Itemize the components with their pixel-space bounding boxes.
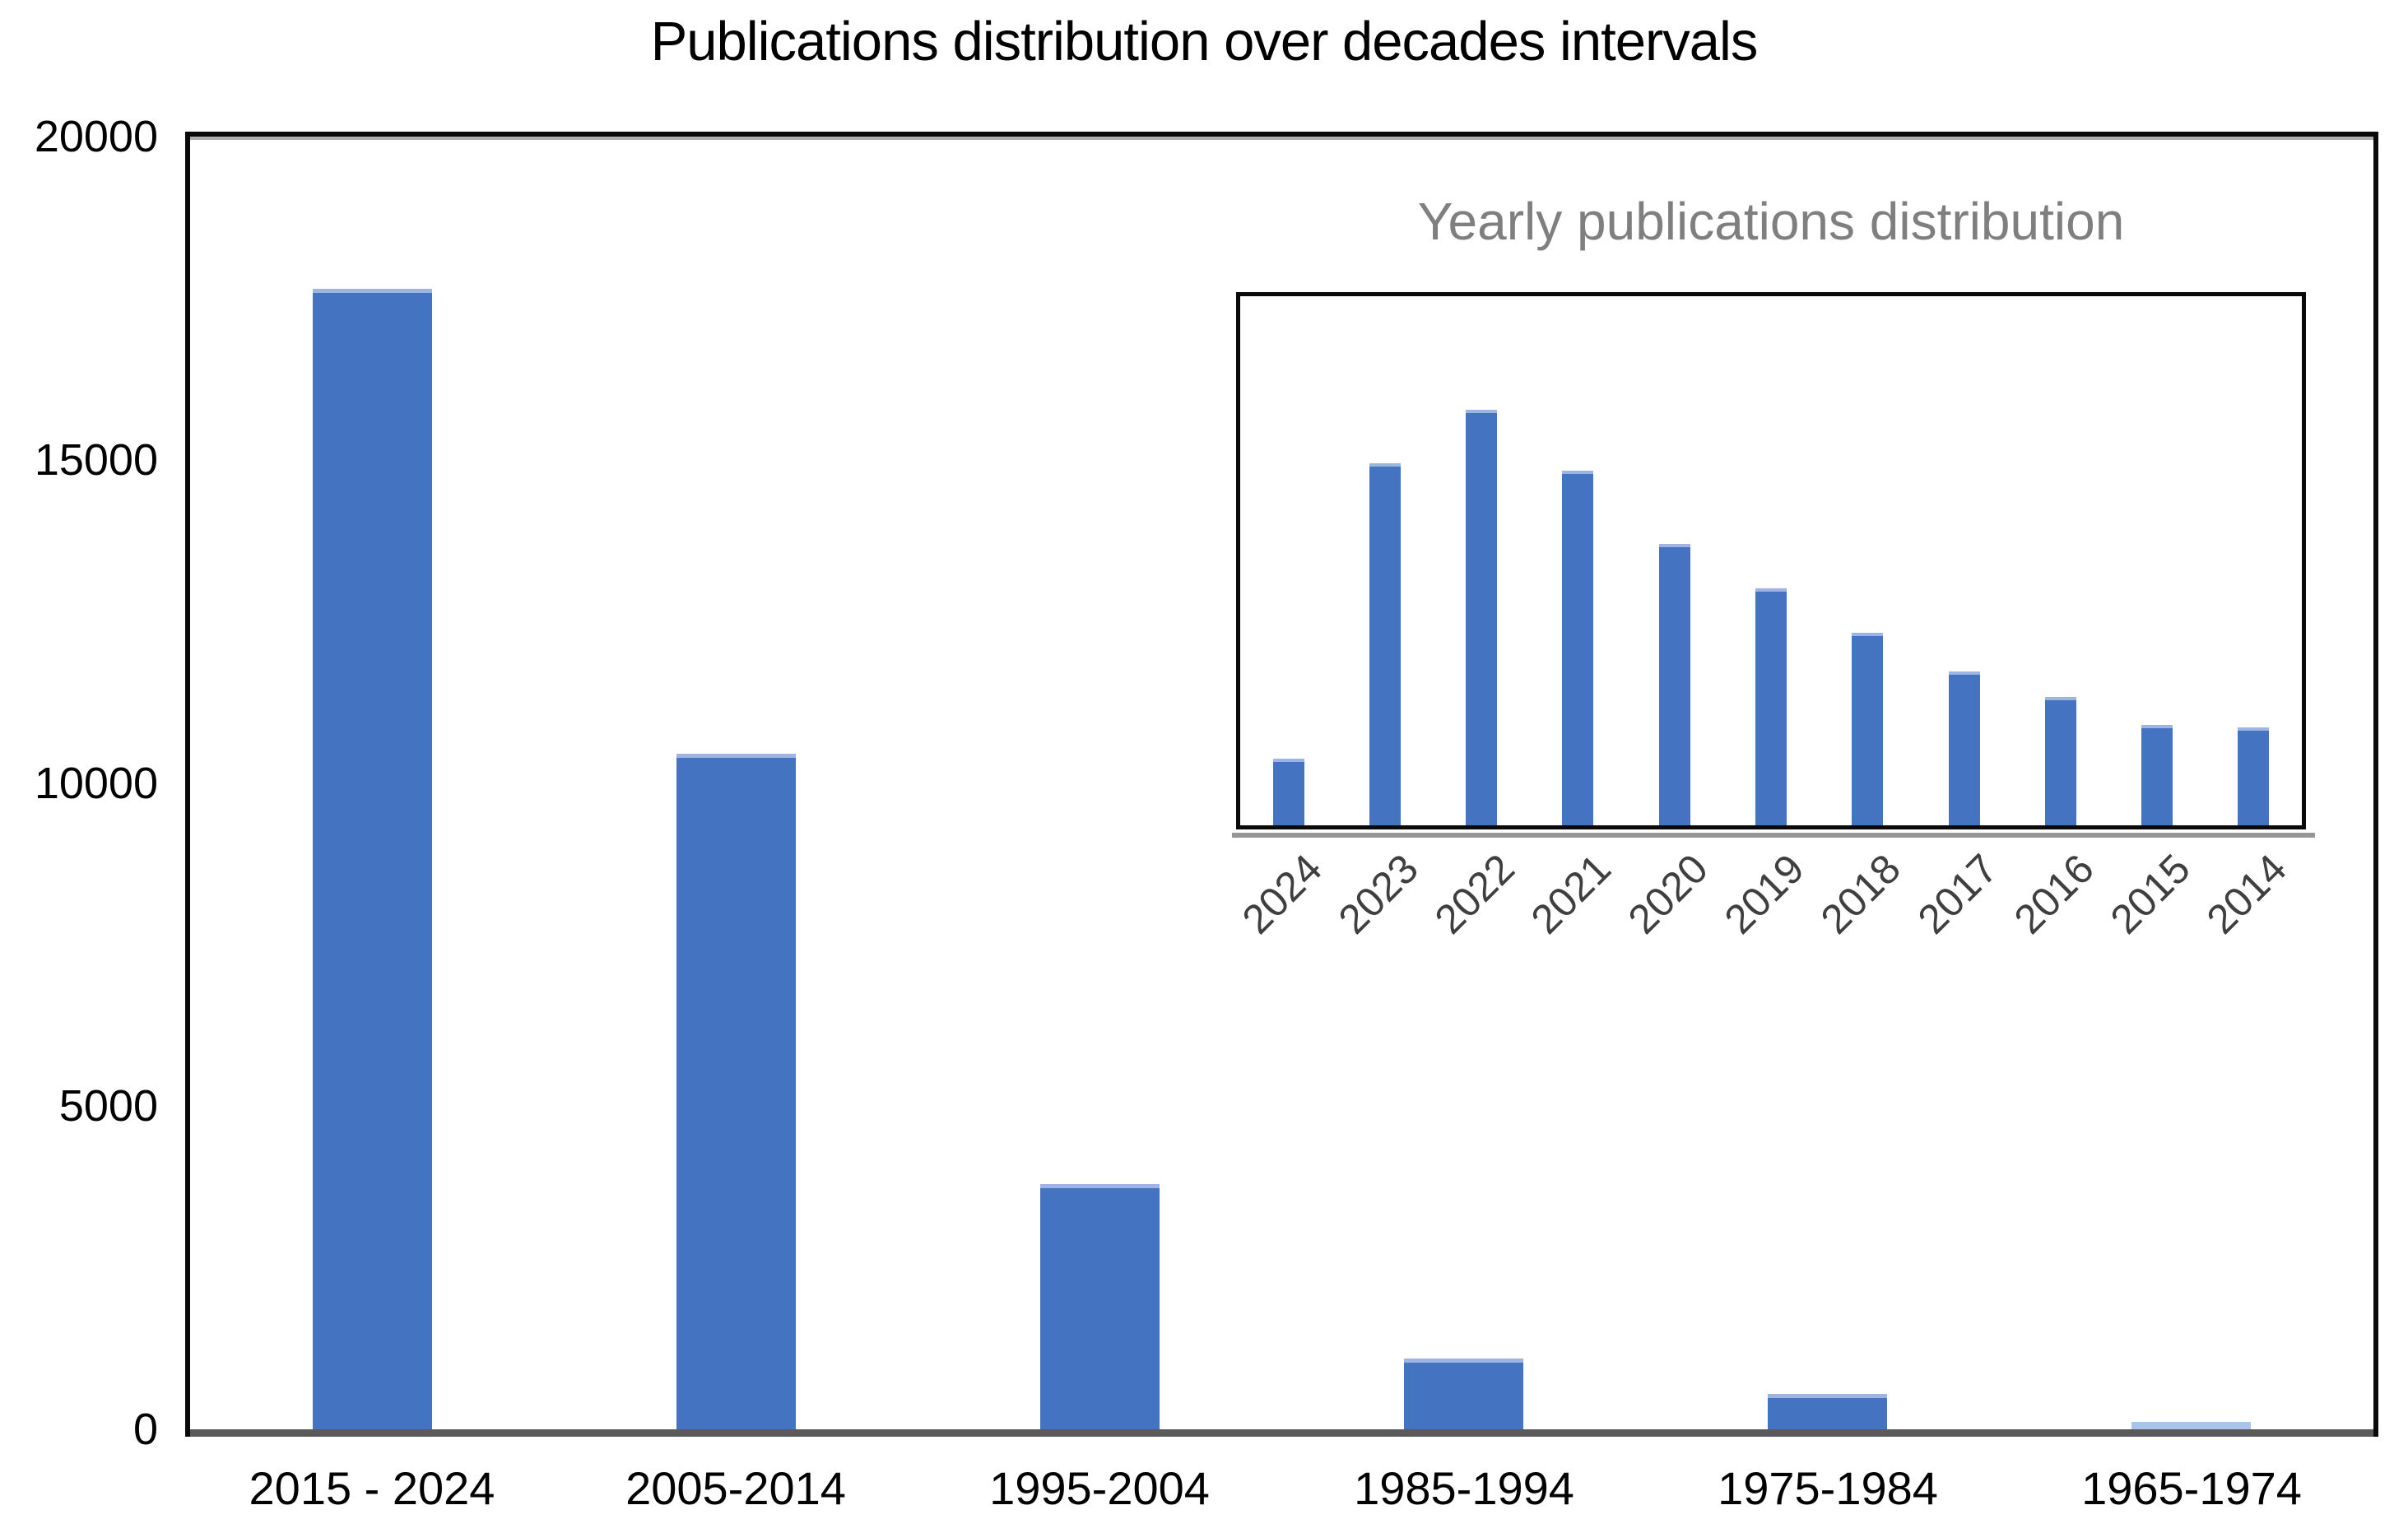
bar-2015-2024	[313, 289, 432, 1429]
y-tick-label: 5000	[58, 1081, 158, 1131]
bar-1965-1974	[2131, 1422, 2251, 1429]
bar-1995-2004	[1040, 1184, 1160, 1429]
inset-bar-2023	[1369, 463, 1401, 825]
inset-bar-2024	[1273, 759, 1304, 825]
y-tick-label: 0	[132, 1405, 158, 1454]
main-chart-title: Publications distribution over decades i…	[650, 11, 1759, 72]
inset-plot-area	[1236, 292, 2306, 829]
y-tick-label: 20000	[34, 112, 158, 161]
y-tick-label: 15000	[34, 434, 158, 485]
inset-bar-2018	[1852, 633, 1883, 825]
x-tick-label: 2015 - 2024	[249, 1462, 495, 1514]
inset-chart-title: Yearly publications distribution	[1417, 192, 2125, 251]
inset-bar-2016	[2045, 697, 2076, 825]
y-tick-label: 10000	[34, 758, 158, 808]
x-tick-label: 1995-2004	[989, 1462, 1210, 1514]
inset-bar-2022	[1466, 410, 1497, 825]
x-tick-label: 1985-1994	[1354, 1462, 1574, 1514]
bar-1975-1984	[1768, 1394, 1887, 1429]
bar-2005-2014	[676, 754, 796, 1429]
inset-bar-2019	[1755, 588, 1787, 825]
inset-bar-2020	[1659, 544, 1690, 825]
x-tick-label: 2005-2014	[625, 1462, 846, 1514]
main-plot-area	[185, 132, 2378, 1437]
inset-bar-2015	[2141, 725, 2173, 825]
bar-1985-1994	[1404, 1359, 1523, 1429]
x-axis-line	[190, 1429, 2373, 1437]
inset-bottom-border-shadow	[1232, 833, 2315, 838]
top-border-shadow	[190, 137, 2373, 140]
inset-bar-2017	[1949, 671, 1980, 825]
x-tick-label: 1975-1984	[1718, 1462, 1938, 1514]
inset-bar-2021	[1562, 471, 1593, 825]
inset-bar-2014	[2238, 727, 2269, 825]
x-tick-label: 1965-1974	[2081, 1462, 2302, 1514]
